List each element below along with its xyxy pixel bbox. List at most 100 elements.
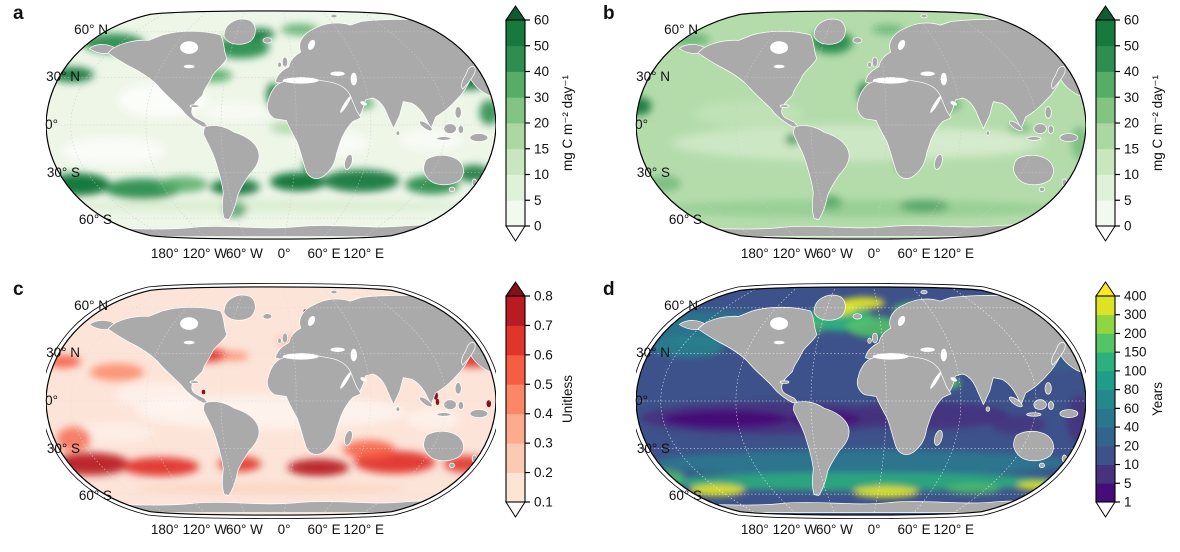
colorbar-tick-label: 50: [534, 38, 549, 53]
colorbar-tick-label: 10: [1124, 457, 1139, 472]
colorbar-tick-label: 0: [1124, 219, 1132, 234]
lat-tick-label: 60° S: [668, 487, 702, 503]
panel-b-label: b: [603, 3, 616, 24]
lon-tick-label: 120° W: [772, 246, 818, 261]
colorbar-unit-label: Unitless: [560, 375, 575, 423]
colorbar-tick-label: 60: [1124, 13, 1139, 28]
colorbar-tick-label: 10: [534, 167, 549, 182]
colorbar-svg-b: 0 5 10 15 20 30 40 50 60 mg C m⁻² day⁻¹: [1095, 5, 1165, 242]
colorbar-unit-label: mg C m⁻² day⁻¹: [1150, 74, 1165, 171]
colorbar-unit-label: Years: [1150, 382, 1165, 416]
colorbar-tick-label: 0: [534, 219, 542, 234]
colorbar-tick-label: 0.3: [534, 436, 553, 451]
lat-tick-label: 30° N: [636, 68, 670, 84]
colorbar-tick-label: 0.8: [534, 289, 553, 304]
colorbar-tick-label: 15: [534, 141, 549, 156]
colorbar-tick-label: 150: [1124, 345, 1147, 360]
colorbar-tick-label: 80: [1124, 382, 1139, 397]
lon-tick-label: 180°: [740, 522, 769, 537]
lon-tick-label: 120° W: [182, 246, 228, 261]
colorbar-tick-label: 0.7: [534, 318, 553, 333]
lat-tick-label: 0°: [635, 393, 648, 408]
lon-tick-label: 120° W: [772, 522, 818, 537]
map-svg-d: [636, 283, 1086, 519]
colorbar-tick-label: 60: [1124, 401, 1139, 416]
colorbar-tick-label: 1: [1124, 495, 1132, 510]
lat-tick-label: 60° S: [78, 487, 112, 503]
colorbar-tick-label: 0.2: [534, 465, 553, 480]
lon-tick-label: 60° W: [225, 246, 263, 261]
panel-d: d 1 5 10 20 40 60 80 100 150 200 300 400 Years 60° N…: [590, 276, 1180, 552]
lat-tick-label: 30° N: [636, 344, 670, 360]
panel-d-colorbar: 1 5 10 20 40 60 80 100 150 200 300 400 Years: [1090, 280, 1180, 530]
lon-tick-label: 180°: [150, 246, 179, 261]
colorbar-tick-label: 400: [1124, 289, 1147, 304]
lon-tick-label: 60° E: [307, 522, 341, 537]
colorbar-arrow-high: [1095, 281, 1116, 297]
colorbar-tick-label: 200: [1124, 326, 1147, 341]
colorbar-arrow-high: [505, 5, 526, 21]
colorbar-tick-label: 0.6: [534, 347, 553, 362]
panel-c-label: c: [13, 279, 25, 300]
colorbar-tick-label: 20: [1124, 116, 1139, 131]
lat-tick-label: 30° S: [46, 165, 80, 181]
lon-tick-label: 120° E: [933, 522, 975, 537]
lon-tick-label: 180°: [150, 522, 179, 537]
colorbar-svg-d: 1 5 10 20 40 60 80 100 150 200 300 400 Years: [1095, 281, 1165, 518]
colorbar-border: [505, 295, 526, 503]
lat-tick-label: 60° N: [74, 298, 108, 314]
lat-tick-label: 30° S: [636, 165, 670, 181]
lon-tick-label: 120° E: [343, 246, 385, 261]
lon-tick-label: 0°: [277, 246, 291, 261]
colorbar-tick-label: 40: [1124, 420, 1139, 435]
lon-tick-label: 0°: [277, 522, 291, 537]
lat-tick-label: 60° N: [664, 22, 698, 38]
panel-b: b 0 5 10 15 20 30 40 50 60 mg C m⁻² day⁻¹ 60° N 30…: [590, 0, 1180, 276]
colorbar-arrow-low: [1095, 225, 1116, 242]
colorbar-tick-label: 100: [1124, 363, 1147, 378]
colorbar-unit-label: mg C m⁻² day⁻¹: [560, 74, 575, 171]
lon-tick-label: 0°: [867, 246, 881, 261]
lat-tick-label: 60° S: [78, 211, 112, 227]
panel-d-map: [636, 282, 1086, 520]
colorbar-tick-label: 50: [1124, 38, 1139, 53]
colorbar-tick-label: 40: [534, 64, 549, 79]
colorbar-tick-label: 20: [534, 116, 549, 131]
lon-tick-label: 120° W: [182, 522, 228, 537]
colorbar-svg-c: 0.1 0.2 0.3 0.4 0.5 0.6 0.7 0.8 Unitless: [505, 281, 575, 518]
colorbar-tick-label: 5: [1124, 476, 1132, 491]
colorbar-tick-label: 5: [534, 193, 542, 208]
lon-tick-label: 60° W: [815, 246, 853, 261]
lat-tick-label: 30° S: [46, 441, 80, 457]
lat-tick-label: 0°: [45, 393, 58, 408]
lon-tick-label: 60° W: [225, 522, 263, 537]
colorbar-tick-label: 20: [1124, 438, 1139, 453]
colorbar-tick-label: 0.4: [534, 406, 553, 421]
panel-a-map: [46, 6, 496, 244]
colorbar-tick-label: 40: [1124, 64, 1139, 79]
colorbar-border: [1095, 295, 1116, 503]
panel-d-label: d: [603, 279, 616, 300]
lat-tick-label: 60° N: [74, 22, 108, 38]
colorbar-tick-label: 30: [1124, 90, 1139, 105]
shared-map-defs: [0, 0, 1, 1]
map-svg-b: [636, 10, 1086, 240]
colorbar-tick-label: 15: [1124, 141, 1139, 156]
colorbar-arrow-low: [505, 225, 526, 242]
lat-tick-label: 60° N: [664, 298, 698, 314]
lon-tick-label: 60° W: [815, 522, 853, 537]
panel-b-map: [636, 6, 1086, 244]
colorbar-segments: [1096, 20, 1115, 227]
colorbar-arrow-high: [505, 281, 526, 297]
colorbar-segments: [506, 296, 525, 503]
lat-tick-label: 30° N: [46, 68, 80, 84]
lat-tick-label: 60° S: [668, 211, 702, 227]
lat-tick-label: 0°: [45, 117, 58, 132]
lon-tick-label: 180°: [740, 246, 769, 261]
colorbar-tick-label: 10: [1124, 167, 1139, 182]
colorbar-segments: [506, 20, 525, 227]
panel-b-colorbar: 0 5 10 15 20 30 40 50 60 mg C m⁻² day⁻¹: [1090, 4, 1180, 254]
colorbar-tick-label: 300: [1124, 307, 1147, 322]
colorbar-arrow-low: [1095, 501, 1116, 518]
